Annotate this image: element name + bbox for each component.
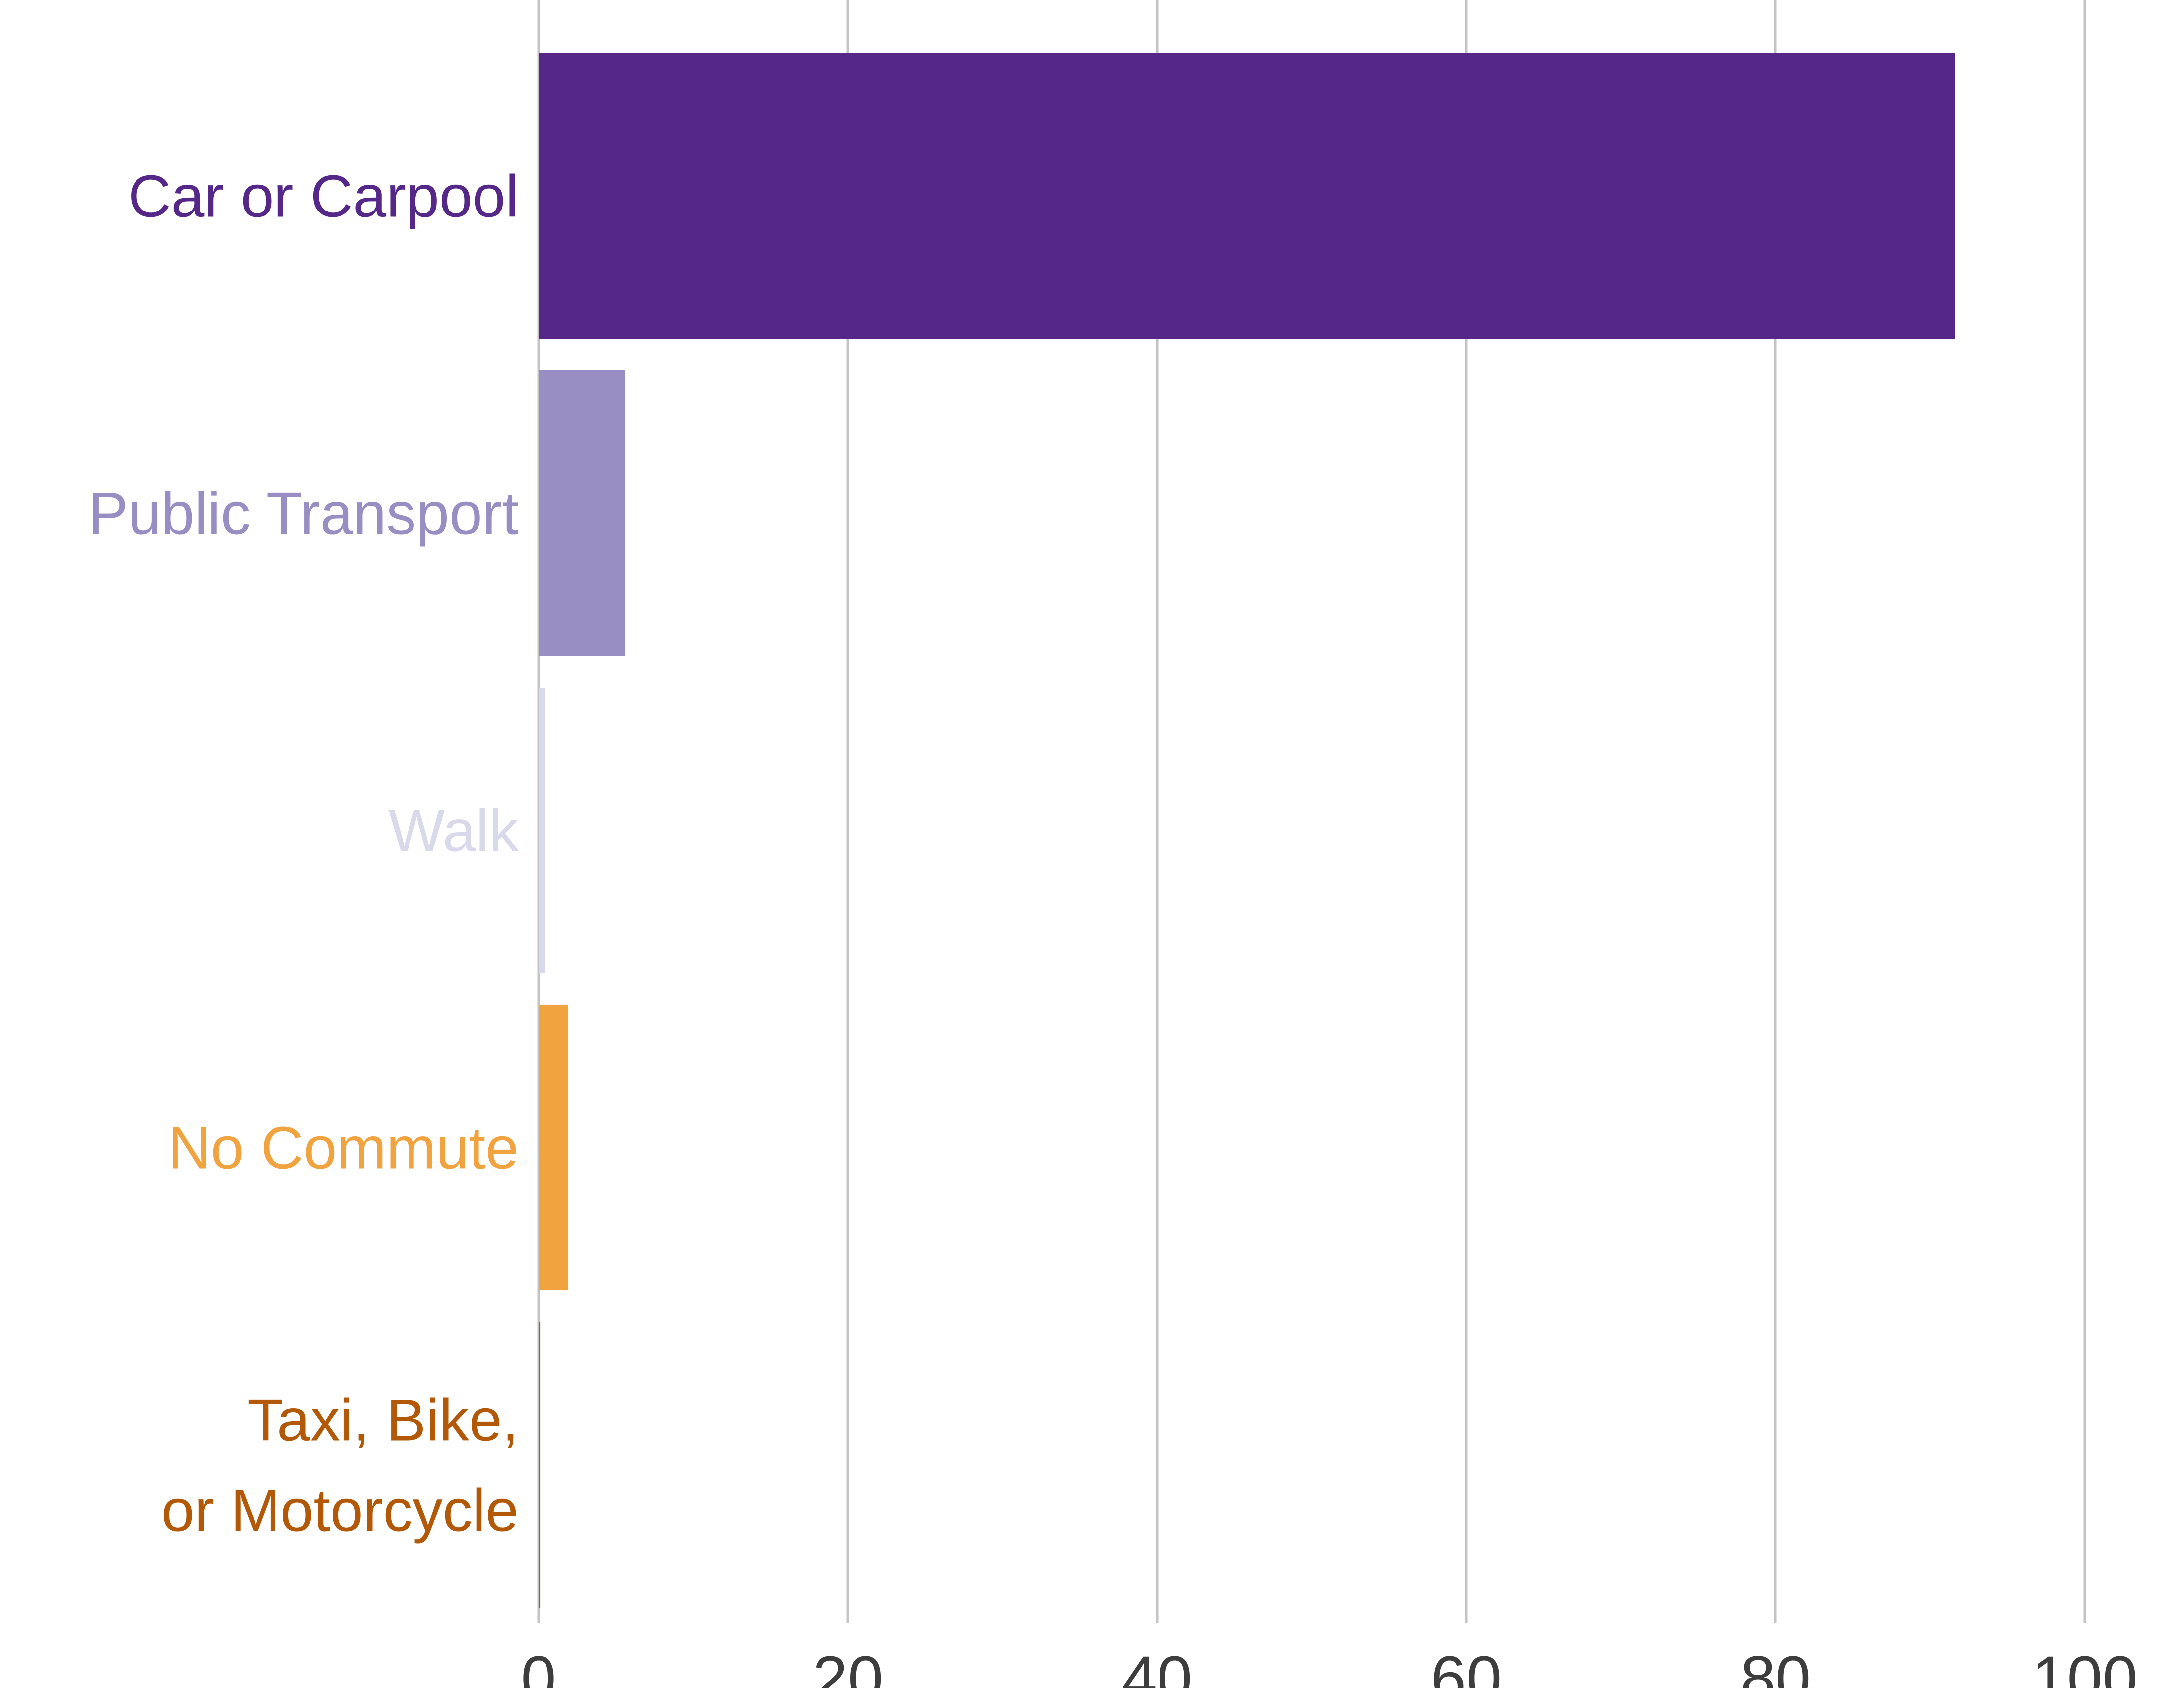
x-tick-label-20: 20 [813, 1643, 883, 1688]
x-tick-label-0: 0 [521, 1643, 556, 1688]
category-label-4-line-1: or Motorcycle [161, 1477, 519, 1544]
x-tick-label-100: 100 [2032, 1643, 2138, 1688]
bar-2 [539, 687, 545, 974]
bar-0 [539, 53, 1955, 339]
x-tick-label-40: 40 [1122, 1643, 1192, 1688]
bar-4 [539, 1322, 541, 1608]
category-labels: Car or Carpool Public Transport Walk No Com… [88, 163, 519, 1544]
bar-3 [539, 1004, 568, 1291]
bar-1 [539, 370, 625, 656]
category-label-4-line-0: Taxi, Bike, [247, 1387, 519, 1454]
category-label-1: Public Transport [88, 481, 519, 547]
x-tick-label-60: 60 [1431, 1643, 1502, 1688]
category-label-0: Car or Carpool [128, 163, 519, 230]
category-label-2: Walk [389, 798, 519, 864]
x-axis-tick-labels: 0 20 40 60 80 100 [521, 1643, 2137, 1688]
bars [539, 53, 1955, 1608]
category-label-3: No Commute [168, 1115, 519, 1182]
x-tick-label-80: 80 [1740, 1643, 1811, 1688]
